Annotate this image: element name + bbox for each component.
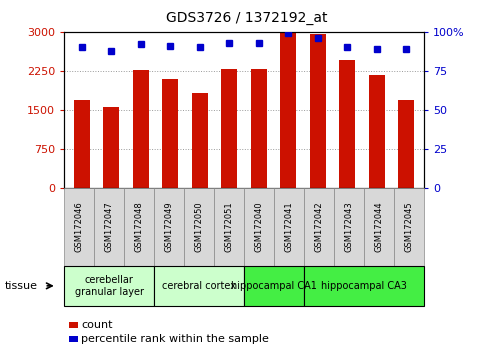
Text: GSM172043: GSM172043 — [345, 201, 353, 252]
Text: count: count — [81, 320, 113, 330]
Bar — [221, 69, 238, 188]
Bar — [398, 101, 415, 188]
Text: percentile rank within the sample: percentile rank within the sample — [81, 334, 269, 344]
Text: GSM172041: GSM172041 — [284, 201, 293, 252]
Bar — [133, 70, 149, 188]
Text: GSM172048: GSM172048 — [135, 201, 143, 252]
Text: GSM172042: GSM172042 — [315, 201, 323, 252]
Text: GSM172044: GSM172044 — [375, 201, 384, 252]
Text: GSM172050: GSM172050 — [195, 201, 204, 252]
Bar — [73, 101, 90, 188]
Bar — [369, 75, 385, 188]
Text: GSM172047: GSM172047 — [105, 201, 113, 252]
Bar — [339, 60, 355, 188]
Bar — [192, 93, 208, 188]
Text: GDS3726 / 1372192_at: GDS3726 / 1372192_at — [166, 11, 327, 25]
Text: cerebral cortex: cerebral cortex — [162, 281, 236, 291]
Text: GSM172046: GSM172046 — [74, 201, 84, 252]
Bar — [103, 107, 119, 188]
Text: hippocampal CA1: hippocampal CA1 — [231, 281, 317, 291]
Text: hippocampal CA3: hippocampal CA3 — [321, 281, 407, 291]
Text: GSM172045: GSM172045 — [404, 201, 414, 252]
Bar — [310, 34, 326, 188]
Text: GSM172040: GSM172040 — [254, 201, 264, 252]
Bar — [162, 79, 178, 188]
Text: cerebellar
granular layer: cerebellar granular layer — [74, 275, 143, 297]
Text: GSM172049: GSM172049 — [165, 201, 174, 252]
Text: tissue: tissue — [5, 281, 38, 291]
Text: GSM172051: GSM172051 — [224, 201, 234, 252]
Bar — [250, 69, 267, 188]
Bar — [280, 32, 296, 188]
